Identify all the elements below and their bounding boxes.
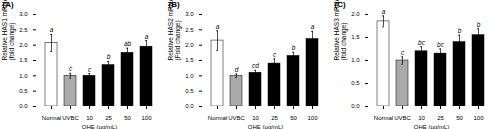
svg-text:OHE (μg/mL): OHE (μg/mL) xyxy=(414,124,449,129)
svg-text:2.0: 2.0 xyxy=(19,42,28,48)
svg-text:10: 10 xyxy=(252,115,259,121)
svg-text:100: 100 xyxy=(473,115,484,121)
svg-text:2.0: 2.0 xyxy=(351,11,360,17)
svg-text:UVBC: UVBC xyxy=(228,115,245,121)
svg-text:0.5: 0.5 xyxy=(351,80,360,86)
svg-text:Normal: Normal xyxy=(374,115,393,121)
svg-text:50: 50 xyxy=(124,115,131,121)
svg-text:(A): (A) xyxy=(3,0,14,9)
svg-text:25: 25 xyxy=(105,115,112,121)
svg-text:1.0: 1.0 xyxy=(185,73,194,79)
svg-text:100: 100 xyxy=(141,115,152,121)
svg-text:b: b xyxy=(292,44,296,51)
svg-text:3.0: 3.0 xyxy=(185,11,194,17)
svg-text:a: a xyxy=(216,23,220,30)
svg-text:2.5: 2.5 xyxy=(185,27,194,33)
svg-text:c: c xyxy=(273,51,277,58)
svg-text:Relative HAS1 mRNA level(fold: Relative HAS1 mRNA level(fold change) xyxy=(1,0,16,61)
svg-text:1.5: 1.5 xyxy=(185,57,194,63)
svg-text:Normal: Normal xyxy=(42,115,61,121)
svg-text:c: c xyxy=(69,65,73,72)
svg-text:(C): (C) xyxy=(335,0,346,9)
svg-text:Relative HAS2 mRNA level(Fold: Relative HAS2 mRNA level(Fold change) xyxy=(167,0,182,61)
svg-text:b: b xyxy=(477,21,481,28)
svg-text:b: b xyxy=(107,53,111,60)
svg-text:a: a xyxy=(50,26,54,33)
svg-text:d: d xyxy=(235,66,239,73)
svg-text:2.0: 2.0 xyxy=(185,42,194,48)
svg-text:ab: ab xyxy=(124,40,132,47)
svg-text:(B): (B) xyxy=(169,0,180,9)
svg-text:0.5: 0.5 xyxy=(19,88,28,94)
svg-text:100: 100 xyxy=(307,115,318,121)
svg-text:1.0: 1.0 xyxy=(19,73,28,79)
svg-text:Normal: Normal xyxy=(208,115,227,121)
svg-text:OHE (μg/mL): OHE (μg/mL) xyxy=(248,124,283,129)
svg-text:bc: bc xyxy=(437,41,445,48)
svg-text:b: b xyxy=(458,27,462,34)
svg-text:a: a xyxy=(145,33,149,40)
svg-text:2.5: 2.5 xyxy=(19,27,28,33)
svg-text:a: a xyxy=(382,8,386,15)
svg-text:0.0: 0.0 xyxy=(19,103,28,109)
svg-text:c: c xyxy=(401,49,405,56)
svg-text:0.0: 0.0 xyxy=(351,103,360,109)
svg-text:UVBC: UVBC xyxy=(394,115,411,121)
svg-text:1.5: 1.5 xyxy=(351,34,360,40)
svg-text:0.5: 0.5 xyxy=(185,88,194,94)
svg-text:a: a xyxy=(311,23,315,30)
svg-text:10: 10 xyxy=(86,115,93,121)
svg-text:cd: cd xyxy=(252,62,259,69)
svg-text:10: 10 xyxy=(418,115,425,121)
svg-text:25: 25 xyxy=(271,115,278,121)
svg-text:c: c xyxy=(88,66,92,73)
svg-text:1.0: 1.0 xyxy=(351,57,360,63)
svg-text:0.0: 0.0 xyxy=(185,103,194,109)
svg-text:UVBC: UVBC xyxy=(62,115,79,121)
svg-text:25: 25 xyxy=(437,115,444,121)
svg-text:Relative HAS3 mRNA level(fold: Relative HAS3 mRNA level(fold change) xyxy=(333,0,348,61)
svg-text:3.0: 3.0 xyxy=(19,11,28,17)
svg-text:bc: bc xyxy=(418,39,426,46)
svg-text:50: 50 xyxy=(456,115,463,121)
svg-text:1.5: 1.5 xyxy=(19,57,28,63)
svg-text:OHE (μg/mL): OHE (μg/mL) xyxy=(82,124,117,129)
svg-text:50: 50 xyxy=(290,115,297,121)
